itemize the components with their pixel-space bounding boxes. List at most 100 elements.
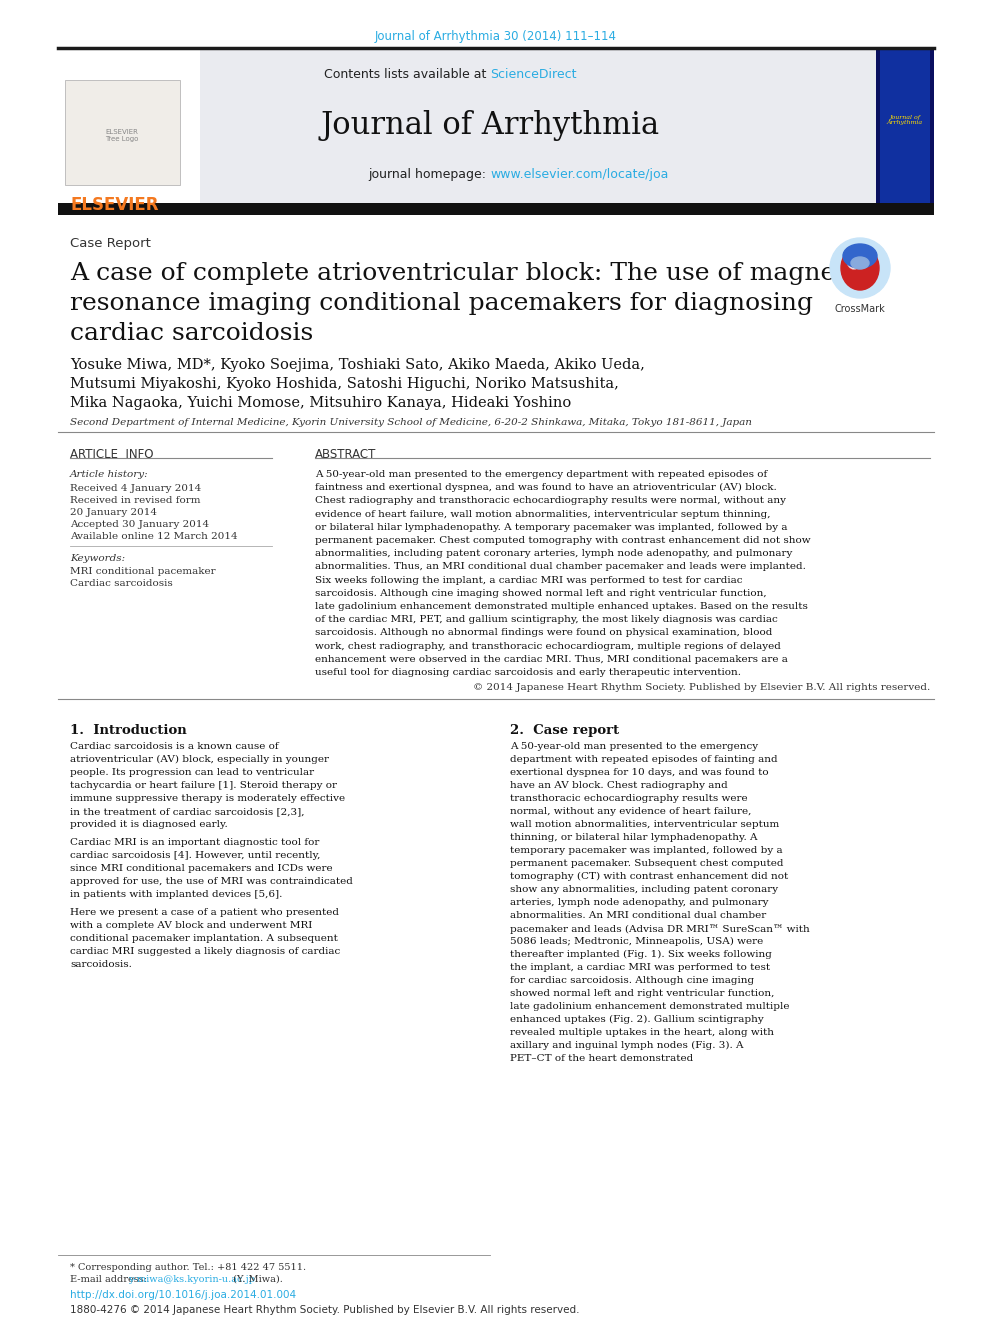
Text: enhancement were observed in the cardiac MRI. Thus, MRI conditional pacemakers a: enhancement were observed in the cardiac… xyxy=(315,655,788,664)
Text: abnormalities. Thus, an MRI conditional dual chamber pacemaker and leads were im: abnormalities. Thus, an MRI conditional … xyxy=(315,562,806,572)
Text: in patients with implanted devices [5,6].: in patients with implanted devices [5,6]… xyxy=(70,890,283,900)
Text: the implant, a cardiac MRI was performed to test: the implant, a cardiac MRI was performed… xyxy=(510,963,770,972)
Text: or bilateral hilar lymphadenopathy. A temporary pacemaker was implanted, followe: or bilateral hilar lymphadenopathy. A te… xyxy=(315,523,788,532)
Text: PET–CT of the heart demonstrated: PET–CT of the heart demonstrated xyxy=(510,1054,693,1064)
Text: A 50-year-old man presented to the emergency: A 50-year-old man presented to the emerg… xyxy=(510,742,758,751)
Text: CrossMark: CrossMark xyxy=(834,304,886,314)
Bar xyxy=(58,202,934,216)
Text: late gadolinium enhancement demonstrated multiple enhanced uptakes. Based on the: late gadolinium enhancement demonstrated… xyxy=(315,602,807,611)
Text: y-miwa@ks.kyorin-u.ac.jp: y-miwa@ks.kyorin-u.ac.jp xyxy=(128,1275,255,1285)
Circle shape xyxy=(830,238,890,298)
Text: http://dx.doi.org/10.1016/j.joa.2014.01.004: http://dx.doi.org/10.1016/j.joa.2014.01.… xyxy=(70,1290,297,1301)
Text: axillary and inguinal lymph nodes (Fig. 3). A: axillary and inguinal lymph nodes (Fig. … xyxy=(510,1041,743,1050)
Text: exertional dyspnea for 10 days, and was found to: exertional dyspnea for 10 days, and was … xyxy=(510,769,769,777)
Text: Here we present a case of a patient who presented: Here we present a case of a patient who … xyxy=(70,908,339,917)
Text: faintness and exertional dyspnea, and was found to have an atrioventricular (AV): faintness and exertional dyspnea, and wa… xyxy=(315,483,777,492)
Text: have an AV block. Chest radiography and: have an AV block. Chest radiography and xyxy=(510,781,728,790)
Text: Article history:: Article history: xyxy=(70,470,149,479)
Text: provided it is diagnosed early.: provided it is diagnosed early. xyxy=(70,820,228,830)
Text: Accepted 30 January 2014: Accepted 30 January 2014 xyxy=(70,520,209,529)
Text: Chest radiography and transthoracic echocardiography results were normal, withou: Chest radiography and transthoracic echo… xyxy=(315,496,786,505)
Text: 1.  Introduction: 1. Introduction xyxy=(70,724,186,737)
Text: arteries, lymph node adenopathy, and pulmonary: arteries, lymph node adenopathy, and pul… xyxy=(510,898,769,908)
Text: ARTICLE  INFO: ARTICLE INFO xyxy=(70,448,154,460)
Text: atrioventricular (AV) block, especially in younger: atrioventricular (AV) block, especially … xyxy=(70,755,329,765)
Text: abnormalities. An MRI conditional dual chamber: abnormalities. An MRI conditional dual c… xyxy=(510,912,766,921)
Text: Received 4 January 2014: Received 4 January 2014 xyxy=(70,484,201,493)
Text: Received in revised form: Received in revised form xyxy=(70,496,200,505)
Text: thereafter implanted (Fig. 1). Six weeks following: thereafter implanted (Fig. 1). Six weeks… xyxy=(510,950,772,959)
Text: * Corresponding author. Tel.: +81 422 47 5511.: * Corresponding author. Tel.: +81 422 47… xyxy=(70,1263,307,1271)
Text: cardiac sarcoidosis [4]. However, until recently,: cardiac sarcoidosis [4]. However, until … xyxy=(70,851,320,860)
Text: approved for use, the use of MRI was contraindicated: approved for use, the use of MRI was con… xyxy=(70,877,353,886)
Text: sarcoidosis.: sarcoidosis. xyxy=(70,960,132,970)
Text: work, chest radiography, and transthoracic echocardiogram, multiple regions of d: work, chest radiography, and transthorac… xyxy=(315,642,781,651)
Text: ELSEVIER
Tree Logo: ELSEVIER Tree Logo xyxy=(105,128,139,142)
Text: abnormalities, including patent coronary arteries, lymph node adenopathy, and pu: abnormalities, including patent coronary… xyxy=(315,549,793,558)
Ellipse shape xyxy=(847,251,861,269)
Text: Yosuke Miwa, MD*, Kyoko Soejima, Toshiaki Sato, Akiko Maeda, Akiko Ueda,: Yosuke Miwa, MD*, Kyoko Soejima, Toshiak… xyxy=(70,359,645,372)
Text: sarcoidosis. Although no abnormal findings were found on physical examination, b: sarcoidosis. Although no abnormal findin… xyxy=(315,628,773,638)
Text: Six weeks following the implant, a cardiac MRI was performed to test for cardiac: Six weeks following the implant, a cardi… xyxy=(315,576,742,585)
Text: permanent pacemaker. Subsequent chest computed: permanent pacemaker. Subsequent chest co… xyxy=(510,859,784,868)
Text: MRI conditional pacemaker: MRI conditional pacemaker xyxy=(70,568,215,576)
Text: Second Department of Internal Medicine, Kyorin University School of Medicine, 6-: Second Department of Internal Medicine, … xyxy=(70,418,752,427)
Bar xyxy=(58,48,200,210)
Text: Available online 12 March 2014: Available online 12 March 2014 xyxy=(70,532,238,541)
Text: of the cardiac MRI, PET, and gallium scintigraphy, the most likely diagnosis was: of the cardiac MRI, PET, and gallium sci… xyxy=(315,615,778,624)
Text: www.elsevier.com/locate/joa: www.elsevier.com/locate/joa xyxy=(490,168,669,181)
Text: 2.  Case report: 2. Case report xyxy=(510,724,619,737)
Text: immune suppressive therapy is moderately effective: immune suppressive therapy is moderately… xyxy=(70,794,345,803)
Text: temporary pacemaker was implanted, followed by a: temporary pacemaker was implanted, follo… xyxy=(510,847,783,855)
Text: cardiac MRI suggested a likely diagnosis of cardiac: cardiac MRI suggested a likely diagnosis… xyxy=(70,947,340,957)
Text: journal homepage:: journal homepage: xyxy=(368,168,490,181)
Text: ScienceDirect: ScienceDirect xyxy=(490,67,576,81)
Text: ABSTRACT: ABSTRACT xyxy=(315,448,376,460)
Text: evidence of heart failure, wall motion abnormalities, interventricular septum th: evidence of heart failure, wall motion a… xyxy=(315,509,771,519)
Text: A case of complete atrioventricular block: The use of magnetic: A case of complete atrioventricular bloc… xyxy=(70,262,867,284)
Text: transthoracic echocardiography results were: transthoracic echocardiography results w… xyxy=(510,794,748,803)
Text: people. Its progression can lead to ventricular: people. Its progression can lead to vent… xyxy=(70,769,314,777)
Text: Contents lists available at: Contents lists available at xyxy=(323,67,490,81)
Text: Mutsumi Miyakoshi, Kyoko Hoshida, Satoshi Higuchi, Noriko Matsushita,: Mutsumi Miyakoshi, Kyoko Hoshida, Satosh… xyxy=(70,377,619,392)
Text: E-mail address:: E-mail address: xyxy=(70,1275,150,1285)
Ellipse shape xyxy=(843,243,877,269)
Text: Cardiac MRI is an important diagnostic tool for: Cardiac MRI is an important diagnostic t… xyxy=(70,839,319,847)
Text: useful tool for diagnosing cardiac sarcoidosis and early therapeutic interventio: useful tool for diagnosing cardiac sarco… xyxy=(315,668,741,677)
Ellipse shape xyxy=(841,246,879,290)
Text: sarcoidosis. Although cine imaging showed normal left and right ventricular func: sarcoidosis. Although cine imaging showe… xyxy=(315,589,767,598)
Text: revealed multiple uptakes in the heart, along with: revealed multiple uptakes in the heart, … xyxy=(510,1028,774,1037)
Text: Mika Nagaoka, Yuichi Momose, Mitsuhiro Kanaya, Hideaki Yoshino: Mika Nagaoka, Yuichi Momose, Mitsuhiro K… xyxy=(70,396,571,410)
Text: Cardiac sarcoidosis is a known cause of: Cardiac sarcoidosis is a known cause of xyxy=(70,742,279,751)
Text: show any abnormalities, including patent coronary: show any abnormalities, including patent… xyxy=(510,885,778,894)
Text: Case Report: Case Report xyxy=(70,237,151,250)
Text: 5086 leads; Medtronic, Minneapolis, USA) were: 5086 leads; Medtronic, Minneapolis, USA)… xyxy=(510,937,763,946)
Text: resonance imaging conditional pacemakers for diagnosing: resonance imaging conditional pacemakers… xyxy=(70,292,813,315)
Ellipse shape xyxy=(851,257,869,269)
Text: ELSEVIER: ELSEVIER xyxy=(70,196,159,214)
Bar xyxy=(876,48,934,210)
Bar xyxy=(880,50,930,208)
Text: with a complete AV block and underwent MRI: with a complete AV block and underwent M… xyxy=(70,921,312,930)
Text: Keywords:: Keywords: xyxy=(70,554,125,564)
Text: permanent pacemaker. Chest computed tomography with contrast enhancement did not: permanent pacemaker. Chest computed tomo… xyxy=(315,536,810,545)
Text: late gadolinium enhancement demonstrated multiple: late gadolinium enhancement demonstrated… xyxy=(510,1003,790,1011)
Text: thinning, or bilateral hilar lymphadenopathy. A: thinning, or bilateral hilar lymphadenop… xyxy=(510,833,758,843)
Text: normal, without any evidence of heart failure,: normal, without any evidence of heart fa… xyxy=(510,807,751,816)
Bar xyxy=(200,48,880,210)
Text: 1880-4276 © 2014 Japanese Heart Rhythm Society. Published by Elsevier B.V. All r: 1880-4276 © 2014 Japanese Heart Rhythm S… xyxy=(70,1304,579,1315)
Bar xyxy=(65,79,180,185)
Text: cardiac sarcoidosis: cardiac sarcoidosis xyxy=(70,321,313,345)
Text: enhanced uptakes (Fig. 2). Gallium scintigraphy: enhanced uptakes (Fig. 2). Gallium scint… xyxy=(510,1015,764,1024)
Text: A 50-year-old man presented to the emergency department with repeated episodes o: A 50-year-old man presented to the emerg… xyxy=(315,470,767,479)
Text: Journal of
Arrhythmia: Journal of Arrhythmia xyxy=(887,115,924,126)
Text: Journal of Arrhythmia: Journal of Arrhythmia xyxy=(320,110,660,142)
Text: 20 January 2014: 20 January 2014 xyxy=(70,508,157,517)
Text: tomography (CT) with contrast enhancement did not: tomography (CT) with contrast enhancemen… xyxy=(510,872,789,881)
Text: (Y. Miwa).: (Y. Miwa). xyxy=(230,1275,283,1285)
Text: for cardiac sarcoidosis. Although cine imaging: for cardiac sarcoidosis. Although cine i… xyxy=(510,976,754,986)
Text: Journal of Arrhythmia 30 (2014) 111–114: Journal of Arrhythmia 30 (2014) 111–114 xyxy=(375,30,617,44)
Text: conditional pacemaker implantation. A subsequent: conditional pacemaker implantation. A su… xyxy=(70,934,338,943)
Text: wall motion abnormalities, interventricular septum: wall motion abnormalities, interventricu… xyxy=(510,820,780,830)
Text: department with repeated episodes of fainting and: department with repeated episodes of fai… xyxy=(510,755,778,765)
